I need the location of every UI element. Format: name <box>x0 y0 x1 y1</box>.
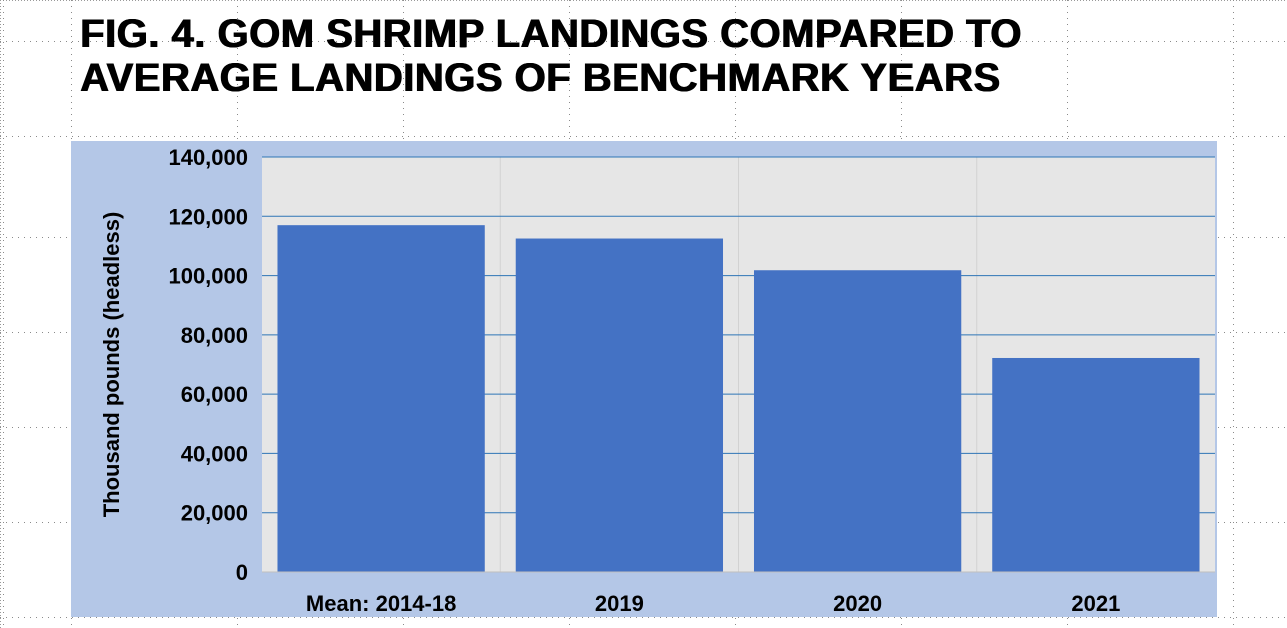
x-tick-label: 2021 <box>1071 591 1120 616</box>
bar-0 <box>277 225 485 572</box>
y-tick-label: 140,000 <box>168 145 248 170</box>
x-tick-label: 2020 <box>833 591 882 616</box>
y-tick-label: 20,000 <box>181 501 248 526</box>
y-tick-label: 60,000 <box>181 382 248 407</box>
bar-2 <box>753 270 962 572</box>
bar-chart: 0 20,000 40,000 60,000 80,000 100,000 120,000 1… <box>99 145 1215 616</box>
y-tick-label: 0 <box>236 560 248 585</box>
bars <box>277 225 1200 572</box>
y-tick-label: 100,000 <box>168 264 248 289</box>
chart-title: FIG. 4. GOM SHRIMP LANDINGS COMPARED TO … <box>80 12 1230 100</box>
x-tick-labels: Mean: 2014-18 2019 2020 2021 <box>306 591 1120 616</box>
x-tick-label: 2019 <box>595 591 644 616</box>
chart-title-line-2: AVERAGE LANDINGS OF BENCHMARK YEARS <box>80 56 1001 100</box>
y-tick-label: 40,000 <box>181 441 248 466</box>
chart-title-line-1: FIG. 4. GOM SHRIMP LANDINGS COMPARED TO <box>80 12 1022 56</box>
y-tick-labels: 0 20,000 40,000 60,000 80,000 100,000 120,000 1… <box>168 145 248 585</box>
y-tick-label: 80,000 <box>181 323 248 348</box>
x-tick-label: Mean: 2014-18 <box>306 591 456 616</box>
bar-3 <box>992 357 1200 572</box>
chart-frame: 0 20,000 40,000 60,000 80,000 100,000 120,000 1… <box>71 141 1217 617</box>
bar-1 <box>515 238 724 572</box>
y-tick-label: 120,000 <box>168 204 248 229</box>
y-axis-label: Thousand pounds (headless) <box>99 212 124 518</box>
